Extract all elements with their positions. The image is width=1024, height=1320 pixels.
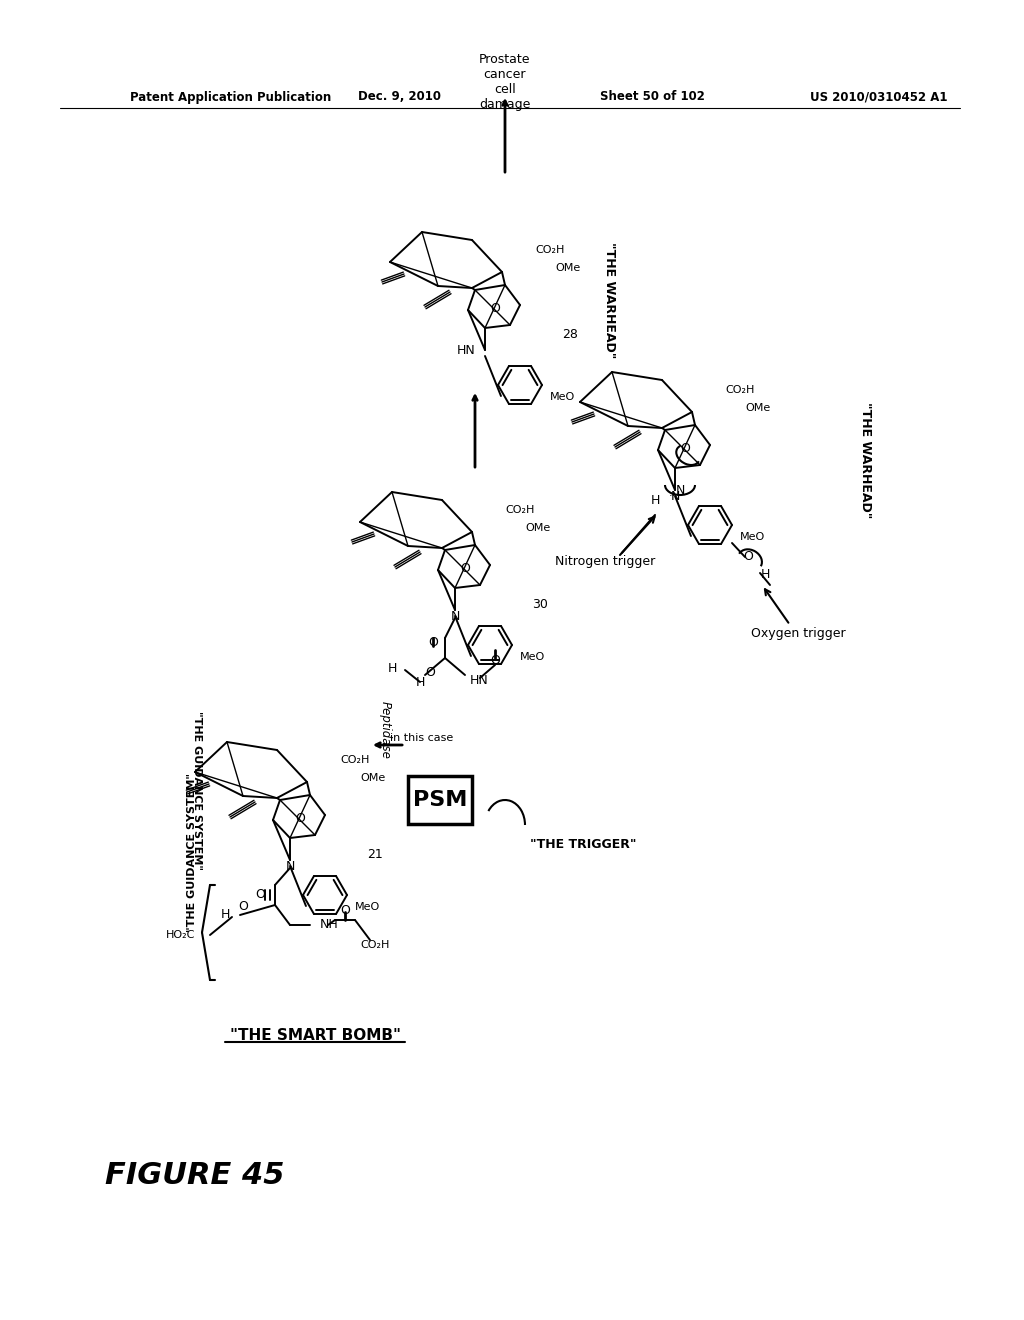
Text: H: H xyxy=(650,494,660,507)
Text: CO₂H: CO₂H xyxy=(505,506,535,515)
Text: O: O xyxy=(428,636,438,649)
Text: MeO: MeO xyxy=(740,532,765,543)
Text: NH: NH xyxy=(319,919,339,932)
Text: H: H xyxy=(760,569,770,582)
Text: PSM: PSM xyxy=(413,789,467,810)
Text: 28: 28 xyxy=(562,329,578,342)
Text: O: O xyxy=(490,301,500,314)
Text: HN: HN xyxy=(457,343,475,356)
Text: CO₂H: CO₂H xyxy=(725,385,755,395)
Text: O: O xyxy=(238,900,248,913)
Text: OMe: OMe xyxy=(745,403,770,413)
Text: in this case: in this case xyxy=(390,733,454,743)
Text: N: N xyxy=(675,483,685,496)
Text: "THE WARHEAD": "THE WARHEAD" xyxy=(603,242,616,358)
Text: MeO: MeO xyxy=(550,392,575,403)
Text: CO₂H: CO₂H xyxy=(340,755,370,766)
Text: MeO: MeO xyxy=(355,902,380,912)
Text: 21: 21 xyxy=(368,849,383,862)
Text: "THE WARHEAD": "THE WARHEAD" xyxy=(858,401,871,519)
Text: O: O xyxy=(680,441,690,454)
Text: H: H xyxy=(220,908,230,921)
Text: Dec. 9, 2010: Dec. 9, 2010 xyxy=(358,91,441,103)
FancyBboxPatch shape xyxy=(408,776,472,824)
Text: N: N xyxy=(451,610,460,623)
Text: "THE GUIDANCE SYSTEM": "THE GUIDANCE SYSTEM" xyxy=(193,711,202,870)
Text: Peptidase: Peptidase xyxy=(379,701,391,759)
Text: O: O xyxy=(460,561,470,574)
Text: O: O xyxy=(255,888,265,902)
Text: Prostate
cancer
cell
damage: Prostate cancer cell damage xyxy=(479,53,530,111)
Text: O: O xyxy=(425,665,435,678)
Text: "THE GUIDANCE SYSTEM": "THE GUIDANCE SYSTEM" xyxy=(187,774,197,932)
Text: Nitrogen trigger: Nitrogen trigger xyxy=(555,556,655,569)
Text: Patent Application Publication: Patent Application Publication xyxy=(130,91,331,103)
Text: N: N xyxy=(286,859,295,873)
Text: OMe: OMe xyxy=(360,774,385,783)
Text: US 2010/0310452 A1: US 2010/0310452 A1 xyxy=(810,91,947,103)
Text: OMe: OMe xyxy=(525,523,550,533)
Text: O: O xyxy=(295,812,305,825)
Text: FIGURE 45: FIGURE 45 xyxy=(105,1160,285,1189)
Text: CO₂H: CO₂H xyxy=(535,246,564,255)
Text: H: H xyxy=(388,661,397,675)
Text: HO₂C: HO₂C xyxy=(166,931,195,940)
Text: ··: ·· xyxy=(669,491,676,502)
Text: "THE SMART BOMB": "THE SMART BOMB" xyxy=(229,1027,400,1043)
Text: HN: HN xyxy=(470,673,488,686)
Text: O: O xyxy=(340,903,350,916)
Text: O: O xyxy=(743,550,753,564)
Text: Sheet 50 of 102: Sheet 50 of 102 xyxy=(600,91,705,103)
Text: MeO: MeO xyxy=(520,652,545,663)
Text: OMe: OMe xyxy=(555,263,581,273)
Text: 30: 30 xyxy=(532,598,548,611)
Text: O: O xyxy=(490,653,500,667)
Text: CO₂H: CO₂H xyxy=(360,940,390,950)
Text: Oxygen trigger: Oxygen trigger xyxy=(751,627,846,639)
Text: "THE TRIGGER": "THE TRIGGER" xyxy=(530,838,637,851)
Text: N: N xyxy=(671,490,680,503)
Text: H: H xyxy=(416,676,425,689)
